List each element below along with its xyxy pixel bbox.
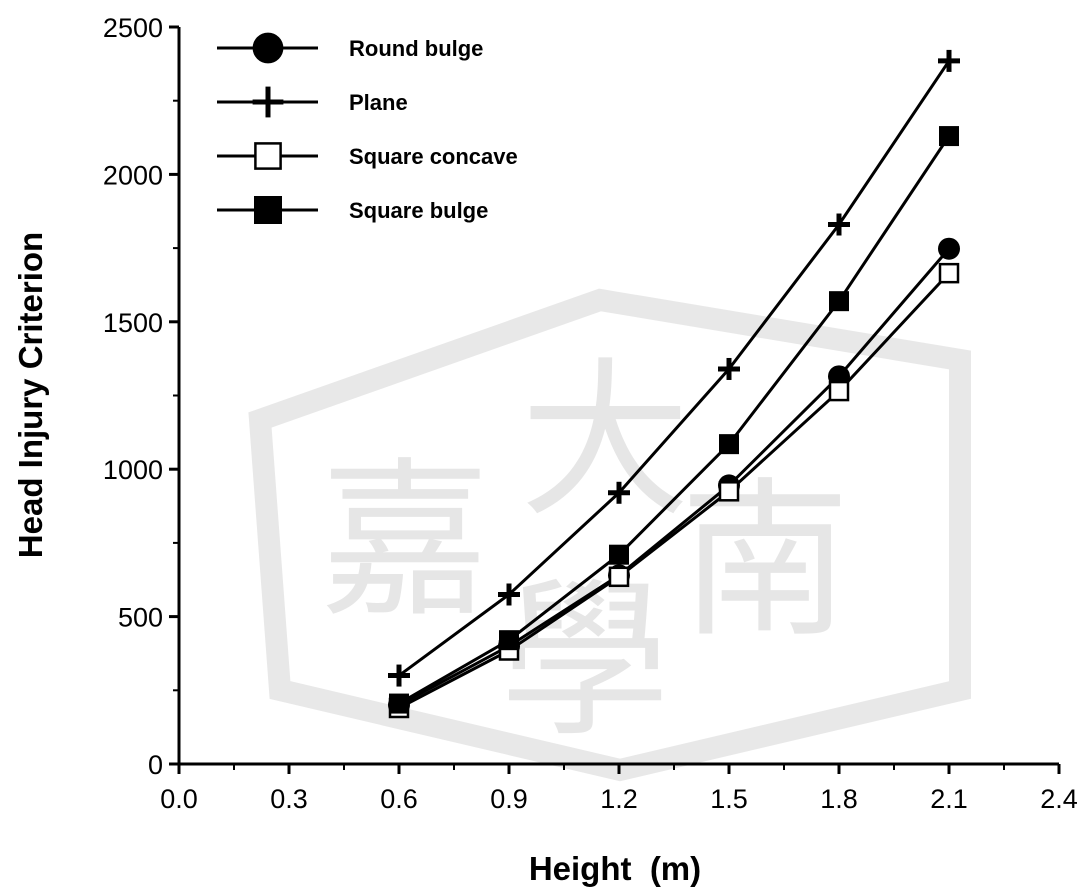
- y-tick-label: 500: [118, 603, 163, 633]
- data-point: [388, 664, 410, 687]
- y-tick-label: 1000: [103, 455, 163, 485]
- legend-marker: [252, 86, 284, 118]
- data-point: [609, 544, 629, 565]
- legend-marker: [252, 32, 284, 64]
- legend-label: Plane: [349, 90, 408, 115]
- data-point: [498, 583, 520, 606]
- series-line: [398, 247, 951, 707]
- y-tick-label: 2000: [103, 160, 163, 190]
- x-tick-label: 0.0: [160, 784, 198, 814]
- data-point: [938, 49, 960, 72]
- series-line: [398, 272, 951, 710]
- watermark-char-1: 嘉: [320, 443, 490, 641]
- x-tick-label: 2.1: [930, 784, 968, 814]
- data-point: [608, 566, 630, 588]
- data-point: [608, 481, 630, 504]
- y-tick-label: 0: [148, 750, 163, 780]
- series-layer: [388, 49, 960, 719]
- watermark: 嘉 南 大 學: [248, 288, 971, 782]
- x-tick-label: 1.5: [710, 784, 748, 814]
- data-point: [938, 262, 960, 284]
- legend-item: Square bulge: [217, 196, 488, 224]
- data-point: [718, 357, 740, 380]
- x-axis-title: Height (m): [529, 850, 701, 887]
- data-point: [939, 126, 959, 147]
- series-plane: [388, 49, 960, 687]
- legend-marker: [254, 142, 282, 170]
- series-line: [398, 135, 951, 705]
- data-point: [938, 237, 960, 260]
- data-point: [828, 213, 850, 236]
- axes: 0.0 0.3 0.6 0.9 1.2 1.5 1.8 2.1 2.4 0 500 1000 1500 2…: [103, 13, 1078, 814]
- x-tick-label: 1.2: [600, 784, 638, 814]
- y-tick-label: 1500: [103, 308, 163, 338]
- watermark-char-3: 大: [520, 343, 690, 541]
- x-tick-label: 0.6: [380, 784, 418, 814]
- legend-label: Square bulge: [349, 198, 488, 223]
- y-axis-title: Head Injury Criterion: [12, 232, 49, 558]
- x-tick-label: 1.8: [820, 784, 858, 814]
- legend-item: Round bulge: [217, 32, 483, 64]
- watermark-hexagon: [248, 288, 971, 782]
- data-point: [828, 380, 850, 402]
- legend-label: Round bulge: [349, 36, 483, 61]
- data-point: [719, 434, 739, 455]
- y-tick-label: 2500: [103, 13, 163, 43]
- legend-marker: [254, 196, 282, 224]
- legend-label: Square concave: [349, 144, 518, 169]
- x-tick-label: 0.9: [490, 784, 528, 814]
- data-point: [829, 291, 849, 312]
- legend: Round bulge Plane Square concave Square bul…: [217, 32, 518, 224]
- data-point: [499, 630, 519, 651]
- watermark-char-4: 學: [500, 563, 670, 761]
- series-line: [398, 60, 951, 677]
- x-tick-label: 0.3: [270, 784, 308, 814]
- series-square-bulge: [389, 126, 959, 714]
- data-point: [718, 481, 740, 502]
- data-point: [389, 693, 409, 714]
- legend-item: Square concave: [217, 142, 518, 170]
- legend-item: Plane: [217, 86, 408, 118]
- watermark-char-2: 南: [680, 463, 850, 661]
- x-tick-label: 2.4: [1040, 784, 1078, 814]
